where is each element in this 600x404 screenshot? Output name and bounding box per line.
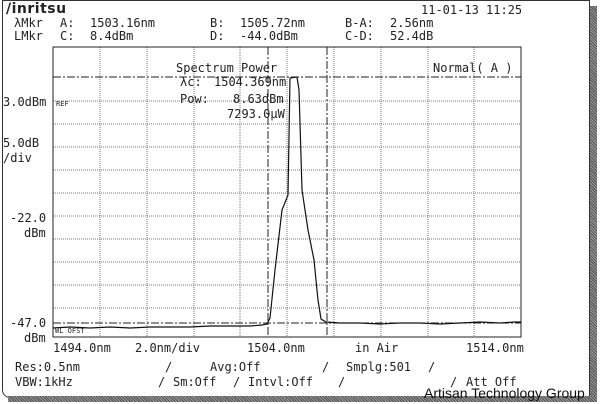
marker-a-value: 1503.16nm	[90, 16, 156, 30]
brand-logo: /inritsu	[6, 1, 67, 17]
level-marker-label: LMkr	[14, 29, 43, 43]
marker-ba-label: B-A:	[345, 16, 374, 30]
divider: /	[338, 375, 346, 389]
marker-c-value: 8.4dBm	[90, 29, 134, 43]
marker-ba-value: 2.56nm	[390, 16, 434, 30]
frame-shadow	[590, 6, 597, 400]
average-setting: Avg:Off	[210, 360, 261, 374]
x-center: 1504.0nm	[247, 341, 305, 355]
analysis-title: Spectrum Power	[176, 61, 278, 75]
divider: /	[233, 375, 241, 389]
x-per-div: 2.0nm/div	[135, 341, 201, 355]
scale-value: 5.0dB	[3, 136, 40, 150]
marker-cd-value: 52.4dB	[390, 29, 434, 43]
datetime: 11-01-13 11:25	[421, 3, 523, 17]
x-start: 1494.0nm	[53, 341, 111, 355]
bottom-level-unit: dBm	[24, 331, 46, 345]
marker-cd-label: C-D:	[345, 29, 374, 43]
mid-level: -22.0	[10, 211, 47, 225]
frame-shadow-bottom	[8, 396, 597, 402]
divider: /	[428, 360, 436, 374]
marker-a-label: A:	[60, 16, 75, 30]
center-wavelength-label: λc:	[180, 75, 202, 89]
marker-d-value: -44.0dBm	[240, 29, 298, 43]
medium: in Air	[355, 341, 399, 355]
marker-b-value: 1505.72nm	[240, 16, 306, 30]
plot-grid	[53, 47, 521, 337]
resolution-setting: Res:0.5nm	[15, 360, 81, 374]
sampling-setting: Smplg:501	[346, 360, 412, 374]
power-dbm: 8.63dBm	[233, 92, 284, 106]
interval-setting: Intvl:Off	[248, 375, 314, 389]
vbw-setting: VBW:1kHz	[15, 375, 73, 389]
divider: /	[322, 360, 330, 374]
power-label: Pow:	[180, 92, 209, 106]
watermark: Artisan Technology Group	[424, 385, 585, 401]
bottom-level: -47.0	[10, 316, 47, 330]
ref-level: 3.0dBm	[3, 95, 47, 109]
trace-mode: Normal( A )	[433, 61, 513, 75]
marker-d-label: D:	[210, 29, 225, 43]
smoothing-setting: Sm:Off	[173, 375, 217, 389]
marker-b-label: B:	[210, 16, 225, 30]
divider: /	[158, 375, 166, 389]
divider: /	[450, 375, 458, 389]
ref-tag: REF	[56, 100, 69, 108]
center-wavelength-value: 1504.369nm	[214, 75, 287, 89]
spectrum-trace	[52, 76, 521, 329]
marker-c-label: C:	[60, 29, 75, 43]
attenuator-setting: Att Off	[466, 375, 517, 389]
scale-unit: /div	[3, 151, 32, 165]
divider: /	[165, 360, 173, 374]
power-microwatt: 7293.0μW	[227, 107, 285, 121]
x-stop: 1514.0nm	[466, 341, 524, 355]
wl-offset-tag: WL OFST	[55, 327, 85, 335]
mid-level-unit: dBm	[24, 226, 46, 240]
wavelength-marker-label: λMkr	[14, 16, 43, 30]
